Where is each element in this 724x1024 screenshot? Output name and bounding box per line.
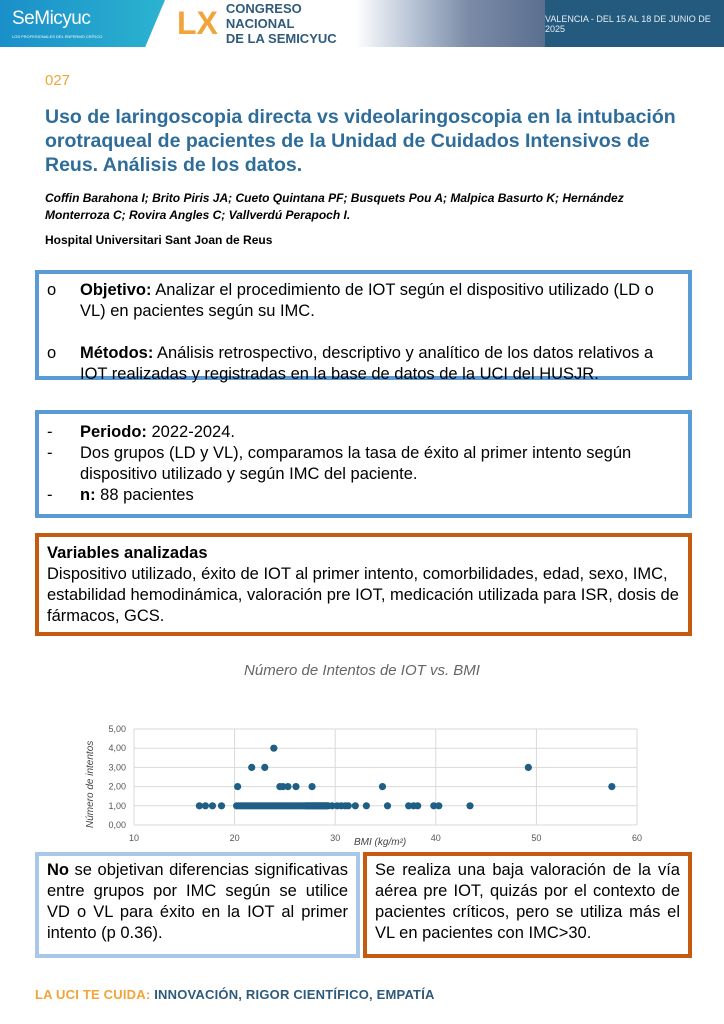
data-point (284, 783, 292, 791)
bullet: o (47, 344, 57, 362)
poster-title: Uso de laringoscopia directa vs videolar… (45, 106, 676, 176)
data-point (248, 763, 256, 771)
y-tick-label: 5,00 (108, 724, 126, 734)
item-text: Análisis retrospectivo, descriptivo y an… (80, 344, 654, 383)
data-point (344, 802, 352, 810)
x-tick-label: 50 (531, 833, 541, 843)
item-text: Dos grupos (LD y VL), comparamos la tasa… (80, 444, 632, 483)
data-point (414, 802, 422, 810)
conclusion-left: No se objetivan diferencias significativ… (35, 852, 360, 958)
data-point (217, 802, 226, 810)
variables-text: Dispositivo utilizado, éxito de IOT al p… (47, 565, 679, 625)
data-point (435, 802, 443, 810)
study-details-box: - Periodo: 2022-2024. - Dos grupos (LD y V… (35, 410, 692, 518)
semicyuc-logo: SeMicyuc LOS PROFESIONALES DEL ENFERMO C… (0, 0, 165, 47)
x-tick-label: 10 (129, 833, 139, 843)
congress-line2: DE LA SEMICYUC (225, 31, 337, 46)
logo-text: SeMicyuc (12, 8, 91, 29)
congress-date: VALENCIA - DEL 15 AL 18 DE JUNIO DE 2025 (545, 0, 724, 47)
chart-title: Número de Intentos de IOT vs. BMI (244, 662, 480, 679)
data-point (261, 763, 269, 771)
x-tick-label: 20 (230, 833, 240, 843)
conclusion-right: Se realiza una baja valoración de la vía… (363, 852, 692, 958)
data-point (201, 802, 210, 810)
data-point (383, 802, 392, 810)
header-banner: SeMicyuc LOS PROFESIONALES DEL ENFERMO C… (0, 0, 724, 47)
logo-tagline: LOS PROFESIONALES DEL ENFERMO CRÍTICO (12, 34, 103, 39)
slogan-part1: LA UCI TE CUIDA: (35, 987, 151, 1002)
data-point (466, 802, 474, 810)
y-tick-label: 3,00 (108, 762, 126, 772)
data-point (195, 802, 203, 810)
authors: Coffin Barahona I; Brito Piris JA; Cueto… (45, 191, 624, 222)
x-axis-label: BMI (kg/m²) (354, 837, 406, 848)
variables-heading: Variables analizadas (47, 544, 208, 562)
scatter-chart: 0,00 1,00 2,00 3,00 4,00 5,00 10 20 30 40 50 60 Núm… (85, 724, 642, 848)
data-point (351, 802, 359, 810)
item-label: n: (80, 486, 96, 504)
n-item: - n: 88 pacientes (47, 485, 680, 506)
data-point (430, 802, 438, 810)
methods-item: o Métodos: Análisis retrospectivo, descri… (47, 343, 680, 385)
y-axis-label: Número de intentos (85, 741, 96, 828)
objective-methods-box: o Objetivo: Analizar el procedimiento de … (35, 270, 692, 383)
variables-box: Variables analizadas Dispositivo utiliza… (35, 533, 692, 636)
x-tick-label: 40 (431, 833, 441, 843)
congress-line1: CONGRESO NACIONAL (225, 1, 302, 31)
data-point (270, 744, 278, 752)
bullet: - (47, 423, 53, 441)
item-text: 2022-2024. (146, 423, 236, 441)
data-point (405, 802, 413, 810)
y-tick-label: 1,00 (108, 801, 126, 811)
data-point (308, 783, 316, 791)
bullet: - (47, 444, 53, 462)
conclusion-text: se objetivan diferencias significativas … (47, 861, 348, 942)
congress-name: LX CONGRESO NACIONAL DE LA SEMICYUC (165, 0, 355, 47)
period-item: - Periodo: 2022-2024. (47, 422, 680, 443)
item-label: Objetivo: (80, 281, 152, 299)
data-point (524, 763, 532, 771)
objective-item: o Objetivo: Analizar el procedimiento de … (47, 280, 680, 322)
hospital: Hospital Universitari Sant Joan de Reus (45, 233, 273, 247)
y-tick-label: 0,00 (108, 820, 126, 830)
data-point (234, 783, 242, 791)
data-point (292, 783, 300, 791)
data-point (608, 783, 616, 791)
data-point (378, 783, 387, 791)
bullet: - (47, 486, 53, 504)
data-point (208, 802, 217, 810)
bullet: o (47, 281, 57, 299)
x-tick-label: 30 (330, 833, 340, 843)
slogan-part2: INNOVACIÓN, RIGOR CIENTÍFICO, EMPATÍA (150, 987, 435, 1002)
y-tick-label: 4,00 (108, 743, 126, 753)
data-point (362, 802, 370, 810)
x-tick-label: 60 (632, 833, 642, 843)
data-point (328, 802, 336, 810)
data-point (279, 783, 287, 791)
footer-slogan: LA UCI TE CUIDA: INNOVACIÓN, RIGOR CIENT… (35, 987, 435, 1002)
valencia-photo (355, 0, 545, 47)
conclusion-bold: No (47, 861, 69, 879)
item-text: 88 pacientes (95, 486, 194, 504)
item-label: Métodos: (80, 344, 154, 362)
item-text: Analizar el procedimiento de IOT según e… (80, 281, 654, 320)
y-tick-label: 2,00 (108, 782, 126, 792)
item-label: Periodo: (80, 423, 147, 441)
groups-item: - Dos grupos (LD y VL), comparamos la tas… (47, 443, 680, 485)
congress-roman: LX (177, 5, 218, 41)
poster-number: 027 (45, 72, 71, 89)
